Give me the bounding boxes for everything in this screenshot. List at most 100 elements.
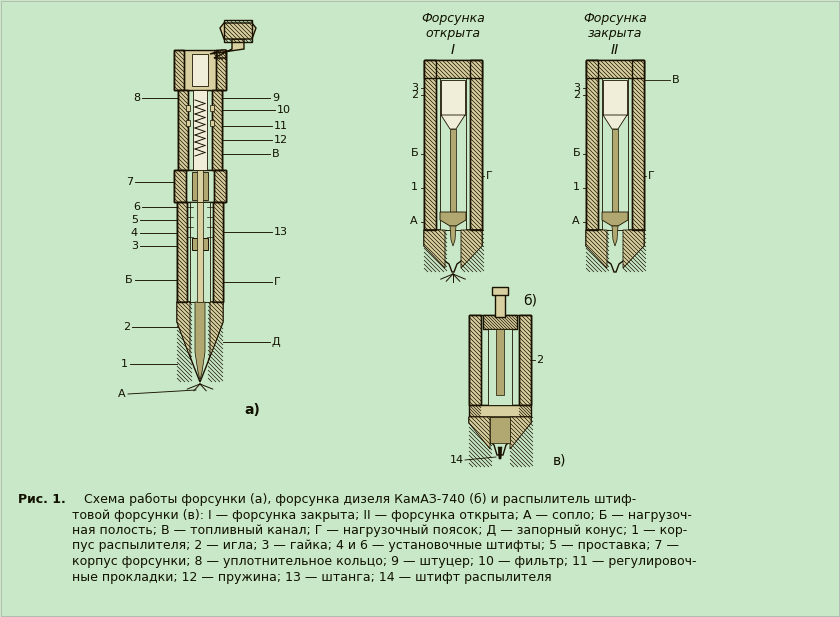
Bar [424,60,482,230]
Bar [174,170,186,202]
Bar [177,202,187,302]
Bar [602,78,628,230]
Polygon shape [586,230,607,268]
Polygon shape [612,226,618,246]
Polygon shape [498,447,502,459]
Text: II: II [611,43,619,57]
Bar [450,129,456,212]
Bar [210,120,214,126]
Text: 8: 8 [133,93,140,103]
Bar [214,170,226,202]
Text: Форсунка
открыта: Форсунка открыта [421,12,485,40]
Bar [586,60,644,230]
Bar [178,90,222,170]
Bar [519,315,531,405]
Bar [186,120,190,126]
Text: пус распылителя; 2 — игла; 3 — гайка; 4 и 6 — установочные штифты; 5 — проставка: пус распылителя; 2 — игла; 3 — гайка; 4 … [72,539,679,552]
Bar [210,105,214,111]
Text: 5: 5 [131,215,138,225]
Bar [632,60,644,230]
Text: Схема работы форсунки (а), форсунка дизеля КамАЗ-740 (б) и распылитель штиф-: Схема работы форсунки (а), форсунка дизе… [72,493,636,506]
Polygon shape [461,230,482,268]
Bar [178,90,188,170]
Bar [424,60,482,78]
Text: ные прокладки; 12 — пружина; 13 — штанга; 14 — штифт распылителя: ные прокладки; 12 — пружина; 13 — штанга… [72,571,552,584]
Bar [186,105,190,111]
Bar [469,405,531,417]
Text: ная полость; В — топливный канал; Г — нагрузочный поясок; Д — запорный конус; 1 : ная полость; В — топливный канал; Г — на… [72,524,687,537]
Text: Б: Б [572,149,580,159]
Bar [197,170,203,202]
Text: Д: Д [272,337,281,347]
Bar [192,54,208,86]
Polygon shape [441,115,465,129]
Text: Г: Г [486,170,493,181]
Text: 7: 7 [126,177,133,187]
Polygon shape [510,417,531,449]
Bar [586,60,598,230]
Bar [424,60,436,230]
Bar [192,238,208,250]
Bar [488,329,512,405]
Bar [469,315,481,405]
Bar [490,417,510,443]
Polygon shape [195,302,205,380]
Text: 4: 4 [131,228,138,238]
Text: 1: 1 [573,183,580,193]
Bar [177,202,223,302]
Polygon shape [623,230,644,268]
Bar [192,172,208,200]
Text: товой форсунки (в): I — форсунка закрыта; II — форсунка открыта; А — сопло; Б — : товой форсунки (в): I — форсунка закрыта… [72,508,692,521]
Text: б): б) [523,293,537,307]
Bar [174,170,186,202]
Polygon shape [177,302,223,382]
Polygon shape [469,417,490,449]
Bar [441,80,465,115]
Text: 2: 2 [411,90,418,100]
Bar [213,202,223,302]
Text: в): в) [554,453,567,467]
Bar [216,50,226,90]
Bar [190,202,210,302]
Bar [496,329,504,395]
Text: 13: 13 [274,227,288,237]
Bar [470,60,482,230]
Polygon shape [177,302,190,357]
Text: 3: 3 [131,241,138,251]
Text: Форсунка
закрыта: Форсунка закрыта [583,12,647,40]
Bar [586,60,644,78]
Bar [177,202,187,302]
Polygon shape [602,212,628,226]
Polygon shape [210,39,244,58]
Text: 2: 2 [573,90,580,100]
Bar [212,90,222,170]
Text: 9: 9 [272,93,279,103]
Text: 2: 2 [123,322,130,332]
Bar [174,50,184,90]
Bar [213,202,223,302]
Polygon shape [210,302,223,357]
Polygon shape [469,417,531,455]
Bar [440,78,466,230]
Bar [492,287,508,295]
Text: а): а) [244,403,260,417]
Polygon shape [424,230,445,268]
Text: 1: 1 [121,359,128,369]
Text: А: А [572,217,580,226]
Text: Б: Б [411,149,418,159]
Bar [603,80,627,115]
Text: В: В [272,149,280,159]
Text: 1: 1 [411,183,418,193]
Text: 3: 3 [573,83,580,93]
Text: 6: 6 [133,202,140,212]
Text: 12: 12 [274,135,288,145]
Polygon shape [450,226,456,246]
Text: В: В [672,75,680,85]
Polygon shape [220,23,256,39]
Polygon shape [440,212,466,226]
Bar [483,315,517,329]
Polygon shape [424,230,482,272]
Text: 11: 11 [274,121,288,131]
Text: Г: Г [648,170,654,181]
Bar [495,293,505,317]
